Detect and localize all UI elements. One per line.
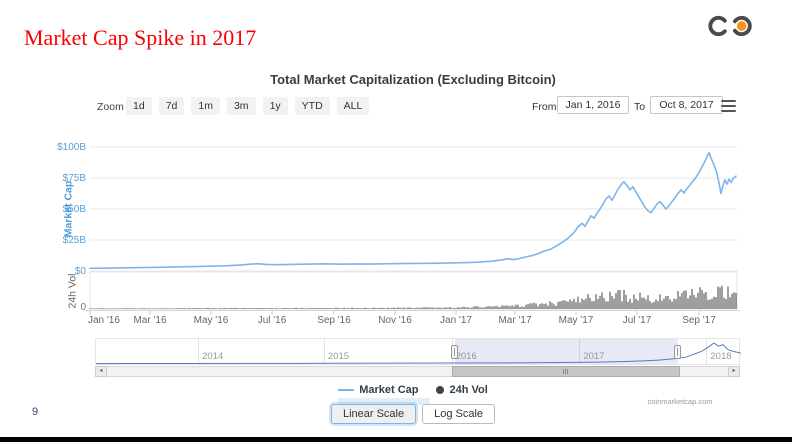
navigator-year-label: 2018 xyxy=(710,351,732,362)
x-axis-label: May '17 xyxy=(558,315,594,326)
legend-label: Market Cap xyxy=(359,384,419,396)
navigator-year-gridline xyxy=(706,339,708,364)
x-axis-label: Mar '17 xyxy=(498,315,532,326)
navigator-year-gridline xyxy=(198,339,200,364)
chart-title: Total Market Capitalization (Excluding B… xyxy=(270,72,556,87)
y-axis-label: $100B xyxy=(57,142,86,153)
zoom-button-7d[interactable]: 7d xyxy=(158,97,185,115)
x-axis-label: Sep '17 xyxy=(682,315,716,326)
legend-item-market-cap[interactable]: Market Cap xyxy=(338,384,431,405)
to-date-input[interactable] xyxy=(650,96,723,114)
navigator-selected-range[interactable] xyxy=(454,339,678,364)
scrollbar-left-button[interactable]: ◂ xyxy=(95,366,107,377)
x-axis-label: Nov '16 xyxy=(378,315,412,326)
volume-zero-label: 0 xyxy=(80,302,86,313)
y-axis-label: $75B xyxy=(62,173,86,184)
chart-credit: coinmarketcap.com xyxy=(647,397,713,406)
page-number: 9 xyxy=(32,406,39,418)
navigator-year-label: 2014 xyxy=(202,351,224,362)
zoom-button-group: 1d 7d 1m 3m 1y YTD ALL xyxy=(126,97,370,115)
x-axis-label: Mar '16 xyxy=(133,315,167,326)
scrollbar-thumb[interactable] xyxy=(452,366,680,377)
chart-menu-icon[interactable] xyxy=(721,100,736,112)
navigator-year-label: 2017 xyxy=(583,351,605,362)
navigator-scrollbar[interactable]: ◂ ▸ xyxy=(95,366,740,377)
y-axis-label: $25B xyxy=(62,235,86,246)
zoom-button-3m[interactable]: 3m xyxy=(226,97,256,115)
x-axis-label: May '16 xyxy=(193,315,229,326)
y-axis-label: $50B xyxy=(62,204,86,215)
linear-scale-button[interactable]: Linear Scale xyxy=(330,404,417,424)
navigator-year-label: 2015 xyxy=(327,351,350,362)
from-label: From xyxy=(532,101,557,113)
zoom-label: Zoom xyxy=(97,101,124,113)
bottom-bar xyxy=(0,437,792,442)
slide-title: Market Cap Spike in 2017 xyxy=(24,25,257,50)
legend-label: 24h Vol xyxy=(449,384,488,396)
x-axis-label: Jan '16 xyxy=(88,315,120,326)
legend-line-marker xyxy=(338,389,355,391)
navigator-year-gridline xyxy=(323,339,325,364)
log-scale-button[interactable]: Log Scale xyxy=(422,404,496,424)
navigator-year-gridline xyxy=(579,339,581,364)
infinity-logo-icon xyxy=(706,13,760,39)
zoom-button-all[interactable]: ALL xyxy=(336,97,370,115)
navigator-year-label: 2016 xyxy=(455,351,477,362)
legend-item-24h-vol[interactable]: 24h Vol xyxy=(436,384,488,396)
x-axis-label: Jan '17 xyxy=(440,315,472,326)
legend: Market Cap 24h Vol xyxy=(85,384,741,405)
legend-dot-marker xyxy=(436,386,445,394)
zoom-button-ytd[interactable]: YTD xyxy=(294,97,330,115)
scale-button-group: Linear Scale Log Scale xyxy=(85,404,741,424)
from-date-input[interactable] xyxy=(557,96,629,114)
zoom-button-1y[interactable]: 1y xyxy=(262,97,288,115)
legend-highlight xyxy=(338,398,431,405)
scrollbar-right-button[interactable]: ▸ xyxy=(728,366,740,377)
x-axis-label: Jul '17 xyxy=(622,315,652,326)
navigator-handle-right[interactable] xyxy=(674,345,682,359)
y-axis-label: $0 xyxy=(74,266,86,277)
zoom-button-1m[interactable]: 1m xyxy=(191,97,220,115)
navigator-handle-left[interactable] xyxy=(451,345,459,359)
x-axis-label: Jul '16 xyxy=(257,315,287,326)
main-plot-area[interactable] xyxy=(85,138,745,318)
to-label: To xyxy=(634,101,646,113)
navigator[interactable]: 2014 2015 2016 2017 2018 xyxy=(95,338,741,365)
x-axis-label: Sep '16 xyxy=(317,315,351,326)
zoom-button-1d[interactable]: 1d xyxy=(126,97,152,115)
